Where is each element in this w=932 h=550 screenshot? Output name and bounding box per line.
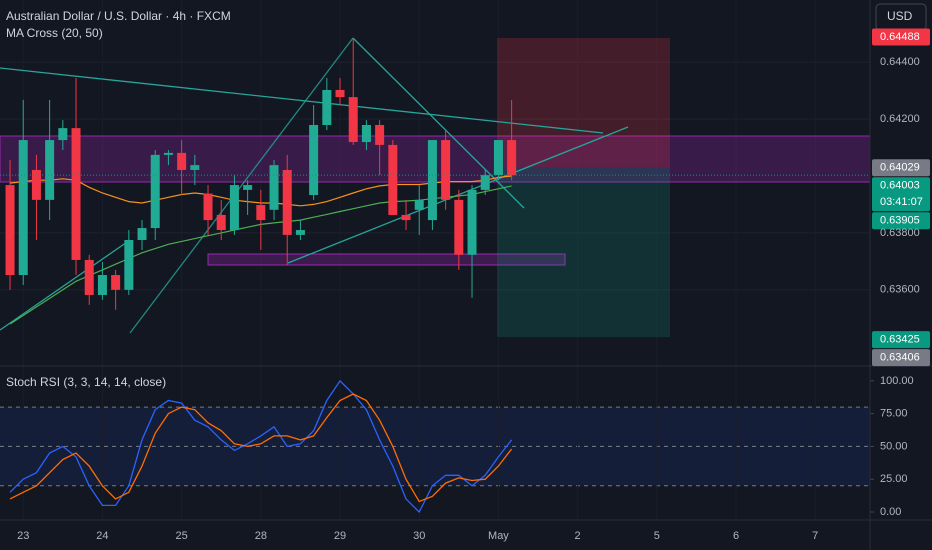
oscillator-line [9,393,513,503]
trendlines [0,37,629,334]
candle-body [84,259,94,295]
price-tag [872,331,930,349]
price-tag [872,349,930,367]
x-tick-label: May [488,530,509,542]
candle-body [480,175,490,190]
x-tick-label: 30 [413,530,425,542]
currency: USD [887,9,913,23]
candle-body [137,228,147,241]
y-tick-label: 0.63800 [880,227,920,239]
candle-body [203,193,213,221]
price-tag-label: 0.64003 [880,180,920,192]
x-tick-label: 28 [255,530,267,542]
indicator-title: MA Cross (20, 50) [6,26,103,40]
trendline [287,126,629,264]
candle-body [427,140,437,221]
x-tick-label: 5 [654,530,660,542]
price-tag [872,28,930,46]
candle-body [229,185,239,231]
candle-body [97,275,107,295]
plot [0,38,870,514]
candle-body [441,140,451,200]
x-tick-label: 23 [17,530,29,542]
candle-body [5,185,15,276]
price-tag-label: 0.64029 [880,162,920,174]
candle-body [190,165,200,170]
y-tick-label: 75.00 [880,408,908,420]
x-tick-label: 25 [176,530,188,542]
candle-body [256,204,266,221]
price-tags: 0.644880.640290.6400303:41:070.639050.63… [872,28,930,367]
candle-body [375,124,385,145]
candle-body [150,154,160,229]
candle-body [361,124,371,143]
x-tick-label: 29 [334,530,346,542]
price-tag-label: 0.63905 [880,215,920,227]
trendline [129,37,354,334]
chart-title: Australian Dollar / U.S. Dollar · 4h · F… [6,9,231,23]
y-tick-label: 100.00 [880,375,914,387]
candle-body [18,140,28,276]
grid [0,61,874,513]
x-tick-label: 7 [812,530,818,542]
candle-body [388,144,398,215]
y-tick-label: 0.64400 [880,56,920,68]
price-tag-label: 0.63425 [880,334,920,346]
candle-body [401,214,411,221]
x-tick-label: 6 [733,530,739,542]
y-tick-label: 0.63600 [880,284,920,296]
candle-body [163,152,173,155]
candle-body [269,165,279,210]
candle-body [58,128,68,141]
target-zone [497,167,670,337]
trendline [0,67,604,134]
price-tag-label: 0.63406 [880,352,920,364]
price-tag [872,159,930,177]
y-tick-label: 0.64200 [880,113,920,125]
stop-zone [497,38,670,167]
x-tick-label: 24 [96,530,108,542]
candle-body [295,230,305,235]
candle-body [45,140,55,200]
candle-body [348,97,358,143]
price-tag [872,177,930,212]
candle-body [322,89,332,125]
candle-body [111,275,121,290]
candle-body [335,89,345,98]
candle-body [467,189,477,255]
zone [207,253,566,266]
candle-body [71,128,81,260]
y-tick-label: 0.00 [880,506,901,518]
candle-body [282,169,292,235]
oscillator-line [9,379,513,514]
price-tag-label: 0.64488 [880,31,920,43]
candle-body [216,214,226,231]
countdown: 03:41:07 [880,196,923,208]
x-tick-label: 2 [575,530,581,542]
indicator-title: Stoch RSI (3, 3, 14, 14, close) [6,375,166,389]
candle-body [493,140,503,176]
trendline [0,239,131,331]
candle-body [454,199,464,255]
price-tag [872,212,930,230]
y-tick-label: 25.00 [880,473,908,485]
candle-body [414,199,424,210]
candle-body [31,169,41,200]
y-tick-label: 50.00 [880,440,908,452]
candle-body [124,240,134,290]
candle-body [243,185,253,190]
candle-body [309,124,319,196]
candle-body [507,140,517,176]
candle-body [177,152,187,170]
